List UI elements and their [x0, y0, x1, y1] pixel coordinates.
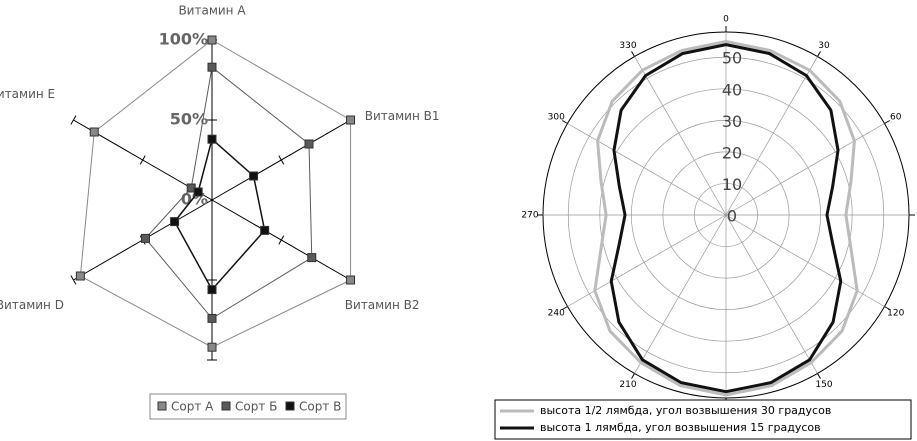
marker: [260, 225, 270, 235]
marker: [140, 233, 150, 243]
y-tick-label: 100%: [159, 30, 208, 49]
angle-label: 150: [815, 380, 832, 390]
angle-tick: [884, 120, 890, 124]
category-label: Витамин D: [0, 298, 64, 312]
r-tick-label: 40: [722, 80, 742, 99]
axis-tick: [70, 275, 77, 285]
angle-label: 300: [548, 113, 565, 123]
marker: [89, 127, 99, 137]
marker: [207, 62, 217, 72]
marker: [207, 342, 217, 352]
grid-spoke: [725, 56, 818, 216]
marker: [170, 217, 180, 227]
legend-label: Сорт Б: [235, 400, 277, 414]
axis-tick: [278, 235, 285, 245]
grid-spoke: [634, 214, 727, 374]
legend-label: Сорт А: [171, 400, 214, 414]
grid-spoke: [567, 123, 727, 216]
category-label: Витамин B2: [345, 298, 420, 312]
angle-tick: [631, 51, 635, 57]
category-label: Витамин B1: [365, 109, 440, 123]
angle-label: 210: [619, 380, 636, 390]
angle-tick: [817, 51, 821, 57]
angle-tick: [631, 373, 635, 379]
series-line: [593, 39, 859, 397]
r-tick-label: 10: [722, 175, 742, 194]
angle-label: 120: [887, 309, 904, 319]
angle-label: 330: [619, 41, 636, 51]
marker: [346, 115, 356, 125]
axis-tick: [278, 155, 285, 165]
angle-tick: [884, 306, 890, 310]
marker: [207, 285, 217, 295]
marker: [193, 187, 203, 197]
angle-tick: [562, 120, 568, 124]
angle-label: 30: [818, 41, 830, 51]
axis-tick: [139, 155, 146, 165]
legend-marker: [221, 401, 231, 411]
legend-box: [149, 393, 347, 420]
marker: [207, 35, 217, 45]
legend-marker: [157, 401, 167, 411]
legend-label: Сорт В: [299, 400, 341, 414]
r-tick-label: 30: [722, 112, 742, 131]
r-tick-label: 0: [727, 207, 737, 226]
angle-label: 0: [723, 15, 729, 25]
marker: [249, 171, 259, 181]
r-tick-label: 50: [722, 49, 742, 68]
marker: [207, 134, 217, 144]
marker: [304, 139, 314, 149]
legend-label: высота 1/2 лямбда, угол возвышения 30 гр…: [540, 404, 831, 417]
marker: [346, 275, 356, 285]
angle-label: 60: [890, 113, 902, 123]
angle-label: 270: [521, 211, 538, 221]
angle-label: 240: [548, 309, 565, 319]
axis-tick: [70, 115, 77, 125]
grid-spoke: [634, 56, 727, 216]
legend-marker: [285, 401, 295, 411]
marker: [75, 271, 85, 281]
series-line: [173, 137, 266, 291]
category-label: Витамин А: [178, 3, 246, 17]
y-tick-label: 50%: [170, 110, 208, 129]
category-label: Витамин E: [0, 87, 55, 101]
marker: [207, 313, 217, 323]
legend-box: [494, 399, 912, 440]
grid-spoke: [725, 123, 885, 216]
series-line: [609, 43, 843, 394]
marker: [307, 253, 317, 263]
angle-tick: [562, 306, 568, 310]
r-tick-label: 20: [722, 143, 742, 162]
angle-tick: [817, 373, 821, 379]
grid-spoke: [725, 214, 818, 374]
legend-label: высота 1 лямбда, угол возвышения 15 град…: [540, 421, 821, 434]
series-line: [144, 66, 313, 320]
